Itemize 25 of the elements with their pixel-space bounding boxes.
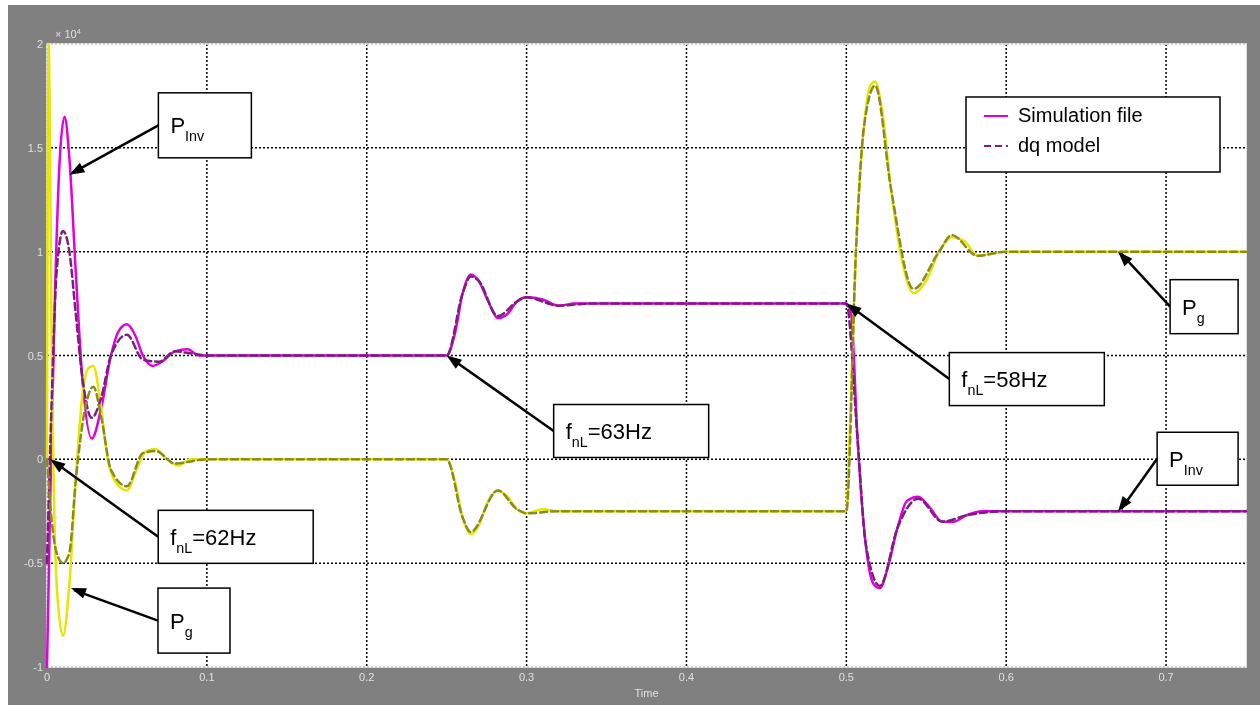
- x-tick-label: 0.3: [518, 671, 535, 683]
- text: × 10$^{4}$: [55, 28, 81, 40]
- legend-label: dq model: [1018, 134, 1101, 156]
- annotation: P$_{Inv}$: [170, 113, 205, 145]
- y-tick-label: -0.5: [24, 557, 43, 570]
- y-tick-label: 0: [36, 453, 43, 466]
- y-tick-label: -1: [33, 661, 43, 673]
- annotation: f$_{nL}$=58Hz: [961, 367, 1048, 399]
- x-tick-label: 0.4: [678, 671, 695, 683]
- annotation: P$_{Inv}$: [1169, 446, 1204, 478]
- annotation: f$_{nL}$=62Hz: [170, 524, 257, 556]
- legend-label: Simulation file: [1018, 104, 1143, 126]
- x-tick-label: 0.5: [838, 671, 854, 683]
- y-tick-label: 1: [36, 245, 43, 258]
- annotation: P$_{g}$: [1182, 294, 1205, 326]
- y-tick-label: 0.5: [27, 349, 43, 362]
- annotation: P$_{g}$: [169, 608, 193, 640]
- x-tick-label: 0.1: [199, 671, 215, 683]
- annotation: f$_{nL}$=63Hz: [565, 419, 652, 450]
- x-tick-label: 0.2: [359, 671, 375, 683]
- y-tick-label: 2: [36, 38, 43, 50]
- x-tick-label: 0.7: [1158, 671, 1174, 683]
- y-tick-label: 1.5: [27, 141, 43, 154]
- x-tick-label: 0.6: [998, 671, 1014, 683]
- x-axis-title: Time: [634, 687, 659, 699]
